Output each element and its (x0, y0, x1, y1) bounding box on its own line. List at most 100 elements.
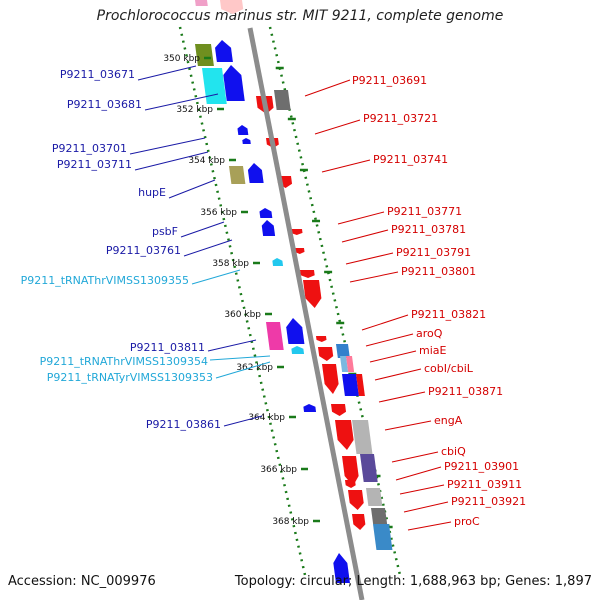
gene-feature (340, 356, 349, 372)
scale-tick-label: 352 kbp (176, 105, 213, 115)
leader-line (345, 252, 394, 265)
topology-text: Topology: circular; Length: 1,688,963 bp… (234, 574, 592, 589)
gene-label: cobI/cbiL (424, 362, 474, 375)
gene-feature (316, 336, 327, 342)
leader-line (129, 137, 206, 155)
gene-label: P9211_03781 (391, 223, 466, 236)
scale-tick-label: 358 kbp (212, 259, 249, 269)
leader-line (384, 420, 432, 431)
gene-feature (342, 456, 359, 486)
leader-line (183, 239, 233, 257)
gene-feature (322, 364, 339, 394)
gene-feature (266, 322, 284, 350)
leader-line (215, 361, 271, 379)
gene-feature (303, 404, 317, 412)
leader-line (137, 65, 197, 81)
gene-feature (352, 420, 373, 454)
gene-label: P9211_03691 (352, 74, 427, 87)
gene-feature (352, 514, 366, 530)
leader-line (337, 211, 385, 225)
leader-line (349, 271, 399, 283)
scale-tick-label: 366 kbp (260, 465, 297, 475)
leader-line (365, 333, 414, 347)
gene-label: cbiQ (441, 445, 466, 458)
gene-feature (373, 524, 393, 550)
gene-label: P9211_03711 (57, 158, 132, 171)
gene-label: hupE (138, 186, 166, 199)
scale-tick-label: 360 kbp (224, 310, 261, 320)
map-title: Prochlorococcus marinus str. MIT 9211, c… (96, 8, 504, 24)
label-leader-lines (129, 65, 452, 531)
genome-backbone (247, 27, 365, 600)
gene-label: aroQ (416, 327, 443, 340)
gene-label: P9211_03811 (130, 341, 205, 354)
gene-feature (220, 0, 244, 14)
gene-label: P9211_03771 (387, 205, 462, 218)
gene-feature (356, 374, 365, 396)
accession-text: Accession: NC_009976 (8, 574, 156, 589)
gene-feature (318, 347, 334, 361)
scale-tick-label: 368 kbp (272, 517, 309, 527)
gene-feature (303, 280, 322, 308)
gene-feature (346, 356, 355, 372)
gene-feature (366, 488, 383, 506)
scale-tick-label: 364 kbp (248, 413, 285, 423)
gene-label: P9211_03741 (373, 153, 448, 166)
gene-label: miaE (419, 344, 447, 357)
gene-label: P9211_03721 (363, 112, 438, 125)
gene-feature (223, 65, 245, 101)
rna-label: P9211_tRNAThrVIMSS1309354 (40, 355, 208, 368)
backbone-line (247, 27, 365, 600)
gene-label: P9211_03761 (106, 244, 181, 257)
scale-ticks: 350 kbp 352 kbp 354 kbp 356 kbp 358 kbp 360 k… (163, 54, 320, 527)
gene-label: P9211_03821 (411, 308, 486, 321)
leader-line (209, 355, 271, 361)
leader-line (304, 79, 351, 97)
gene-label: P9211_03791 (396, 246, 471, 259)
gene-feature (342, 374, 359, 396)
gene-feature (371, 508, 388, 524)
gene-feature (333, 553, 350, 583)
gene-label: P9211_03871 (428, 385, 503, 398)
gene-feature (195, 44, 214, 66)
rna-label: P9211_tRNAThrVIMSS1309355 (21, 274, 189, 287)
leader-line (403, 501, 449, 513)
gene-feature (360, 454, 378, 482)
gene-feature (290, 229, 303, 235)
gene-label: engA (434, 414, 463, 427)
gene-feature (300, 270, 315, 278)
leader-line (168, 179, 216, 199)
gene-feature (259, 208, 273, 218)
gene-feature (335, 420, 354, 450)
leader-line (369, 350, 417, 363)
dotted-track-line (178, 26, 307, 576)
gene-feature (242, 138, 251, 144)
gene-labels: P9211_03671 P9211_03681 P9211_03701 P9211_0… (21, 68, 527, 528)
rna-label: P9211_tRNATyrVIMSS1309353 (47, 371, 213, 384)
leader-line (180, 221, 225, 238)
gene-label: P9211_03701 (52, 142, 127, 155)
scale-tick-label: 356 kbp (200, 208, 237, 218)
gene-feature (331, 404, 347, 416)
gene-label: proC (454, 515, 480, 528)
gene-label: psbF (152, 225, 178, 238)
scale-tick-label: 354 kbp (188, 156, 225, 166)
leader-line (374, 368, 422, 381)
leader-line (361, 314, 409, 331)
gene-feature (229, 166, 246, 184)
leader-line (395, 466, 442, 481)
gene-label: P9211_03681 (67, 98, 142, 111)
rna-feature (272, 258, 284, 266)
gene-label: P9211_03901 (444, 460, 519, 473)
leader-line (407, 521, 452, 531)
leader-line (191, 269, 241, 285)
gene-feature (261, 220, 276, 236)
gene-feature (195, 0, 208, 6)
leader-line (391, 451, 439, 463)
leader-line (378, 391, 426, 403)
gene-label: P9211_03911 (447, 478, 522, 491)
leader-line (134, 151, 209, 171)
leader-line (207, 339, 257, 352)
gene-feature (215, 40, 233, 62)
